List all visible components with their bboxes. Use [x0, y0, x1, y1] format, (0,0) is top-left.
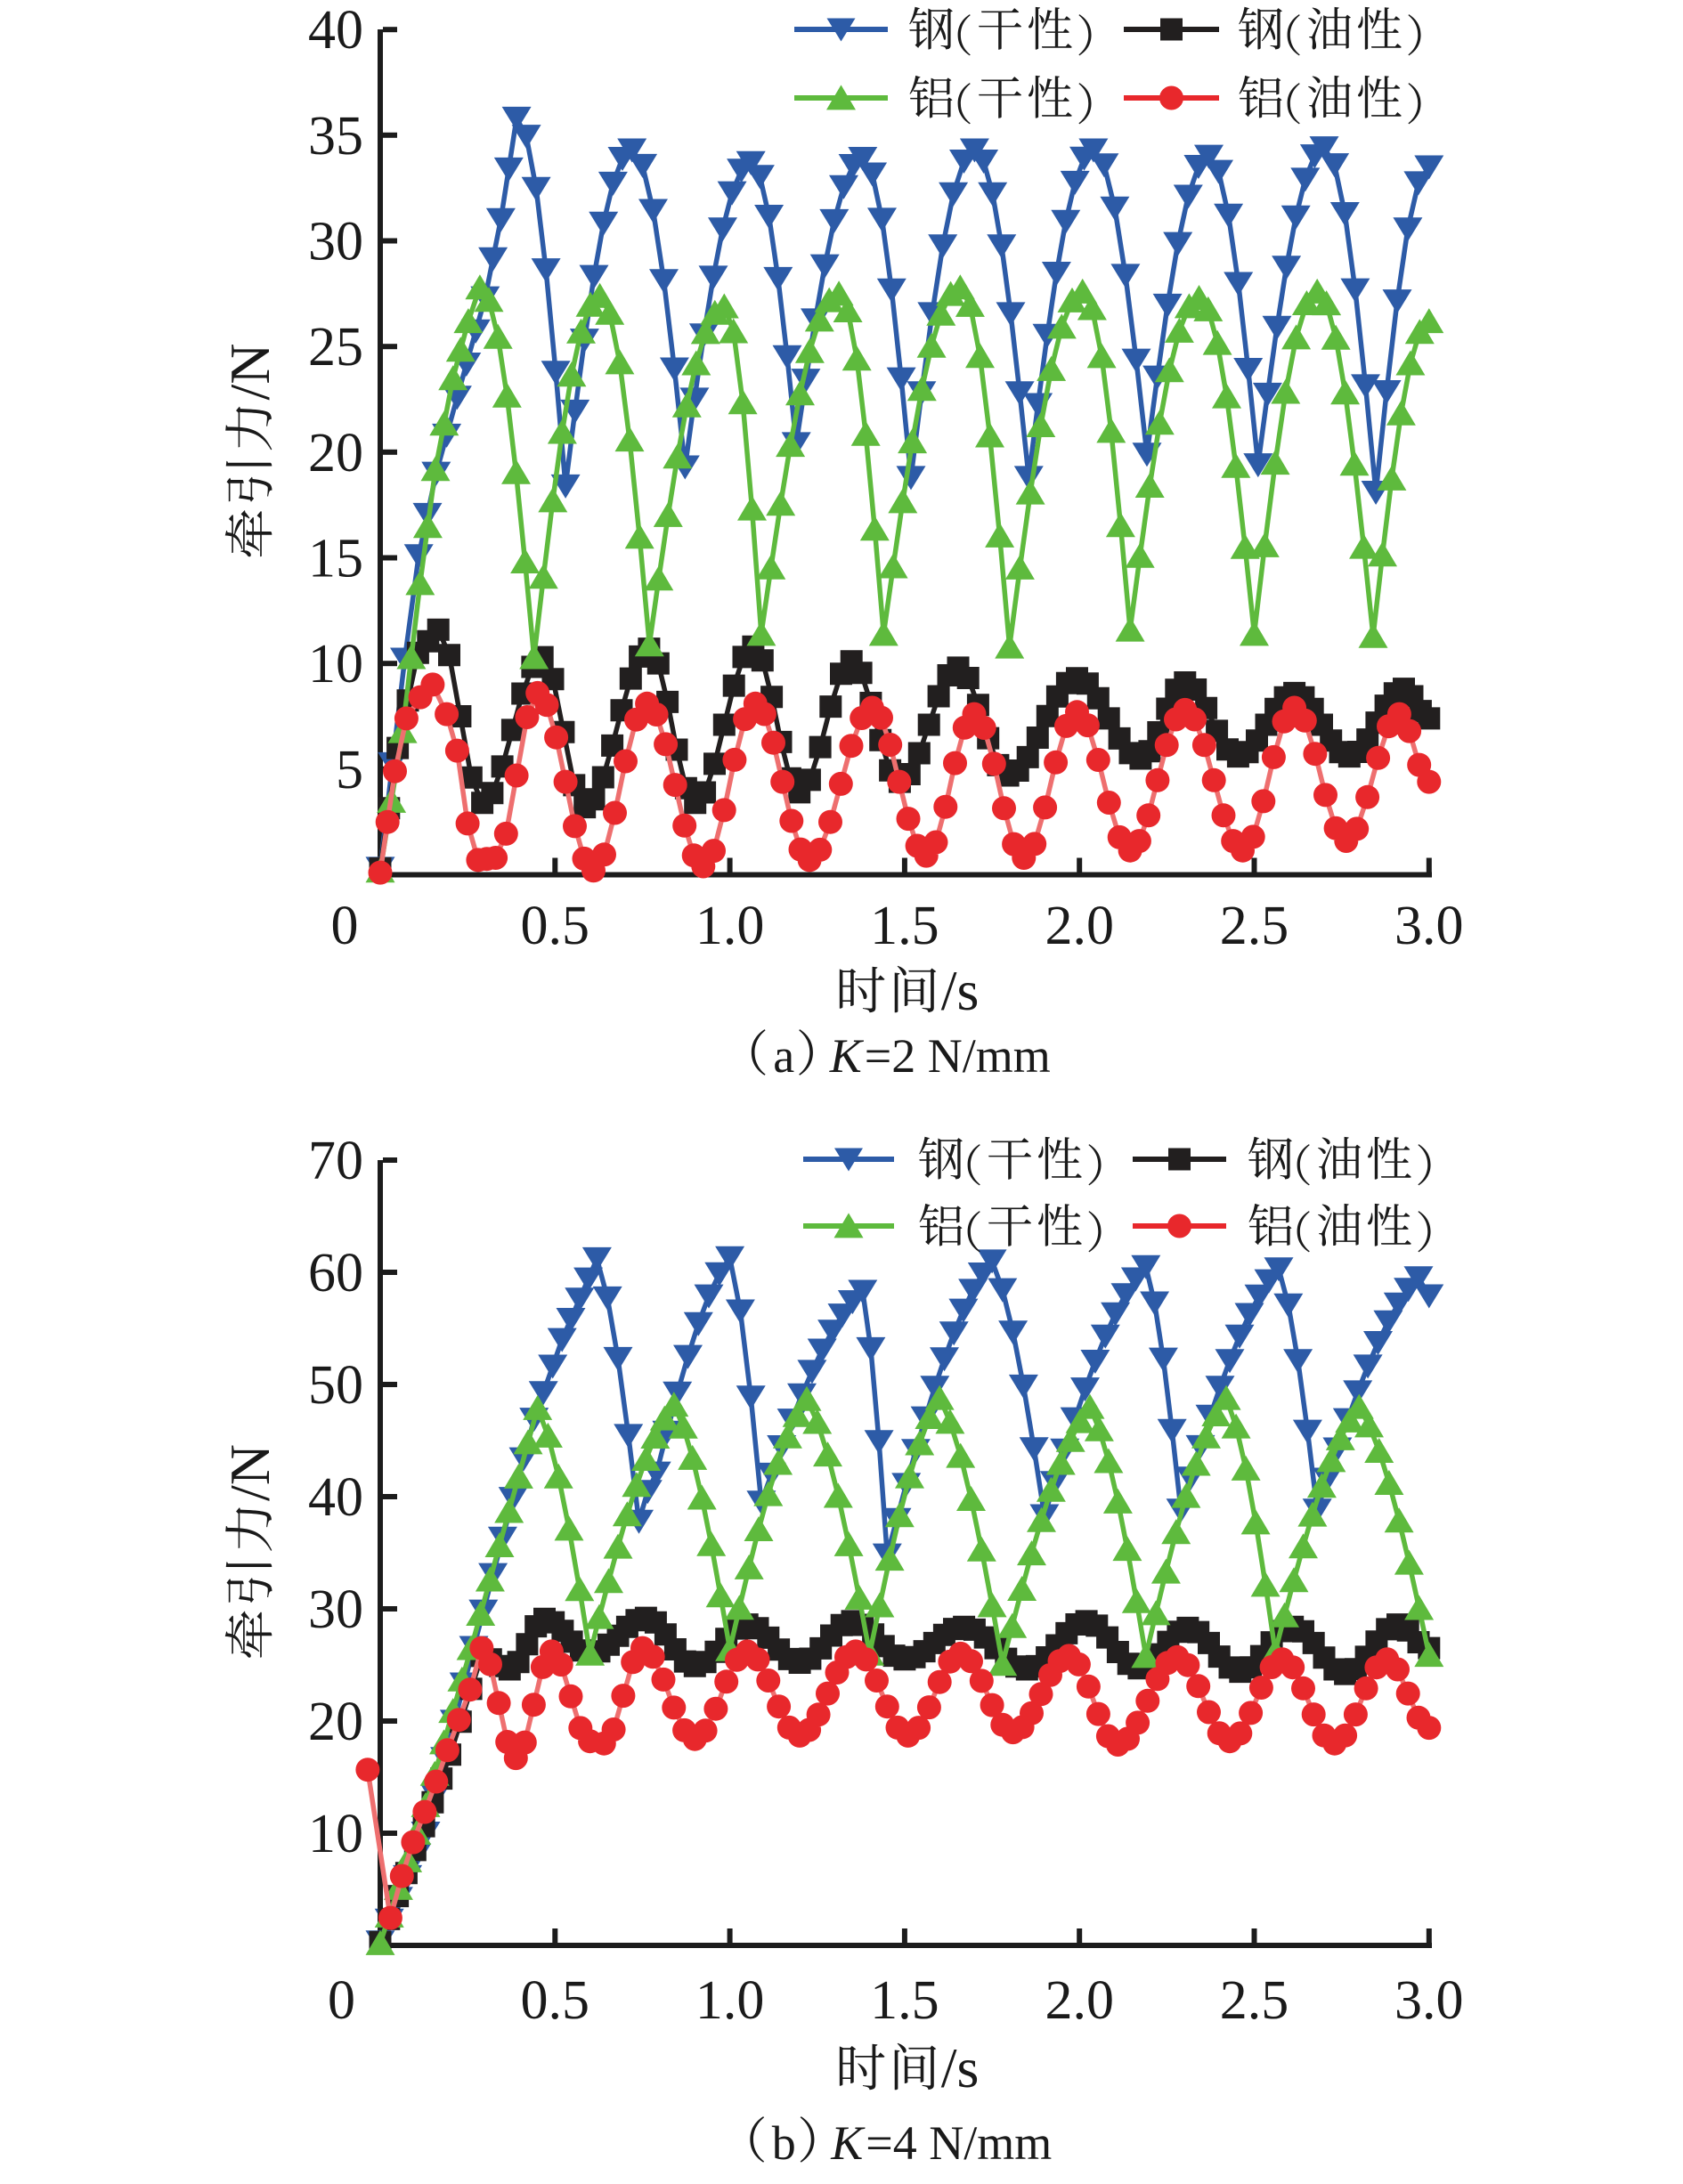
svg-text:1.0: 1.0	[695, 896, 765, 956]
svg-text:3.0: 3.0	[1394, 896, 1464, 956]
svg-text:0: 0	[328, 1970, 355, 2031]
svg-text:2.5: 2.5	[1220, 1970, 1289, 2031]
svg-text:2.0: 2.0	[1045, 1970, 1114, 2031]
svg-text:1.5: 1.5	[870, 1970, 939, 2031]
svg-text:30: 30	[308, 212, 363, 272]
svg-text:0.5: 0.5	[521, 1970, 590, 2031]
svg-text:0: 0	[331, 896, 359, 956]
svg-text:40: 40	[308, 1467, 363, 1528]
svg-text:30: 30	[308, 1579, 363, 1640]
svg-text:b: b	[772, 2116, 796, 2170]
svg-text:10: 10	[308, 634, 363, 694]
svg-text:5: 5	[336, 740, 363, 800]
svg-text:15: 15	[308, 529, 363, 589]
svg-text:1.5: 1.5	[870, 896, 939, 956]
svg-text:50: 50	[308, 1355, 363, 1416]
svg-text:/N: /N	[218, 344, 281, 401]
svg-text:K: K	[830, 2116, 866, 2170]
svg-text:10: 10	[308, 1804, 363, 1864]
svg-text:40: 40	[308, 0, 363, 61]
svg-text:20: 20	[308, 1692, 363, 1752]
svg-text:2.0: 2.0	[1045, 896, 1114, 956]
svg-text:1.0: 1.0	[695, 1970, 765, 2031]
svg-text:25: 25	[308, 317, 363, 378]
svg-text:/s: /s	[941, 959, 980, 1022]
svg-text:/s: /s	[941, 2036, 980, 2099]
svg-text:35: 35	[308, 106, 363, 166]
svg-text:K: K	[829, 1029, 865, 1083]
svg-text:/N: /N	[218, 1444, 281, 1501]
svg-text:2.5: 2.5	[1220, 896, 1289, 956]
svg-text:70: 70	[308, 1131, 363, 1191]
svg-text:60: 60	[308, 1243, 363, 1303]
svg-text:a: a	[773, 1029, 794, 1083]
svg-text:=4 N/mm: =4 N/mm	[866, 2116, 1052, 2170]
svg-text:3.0: 3.0	[1394, 1970, 1464, 2031]
svg-text:20: 20	[308, 423, 363, 483]
svg-text:=2 N/mm: =2 N/mm	[865, 1029, 1051, 1083]
svg-text:0.5: 0.5	[521, 896, 590, 956]
